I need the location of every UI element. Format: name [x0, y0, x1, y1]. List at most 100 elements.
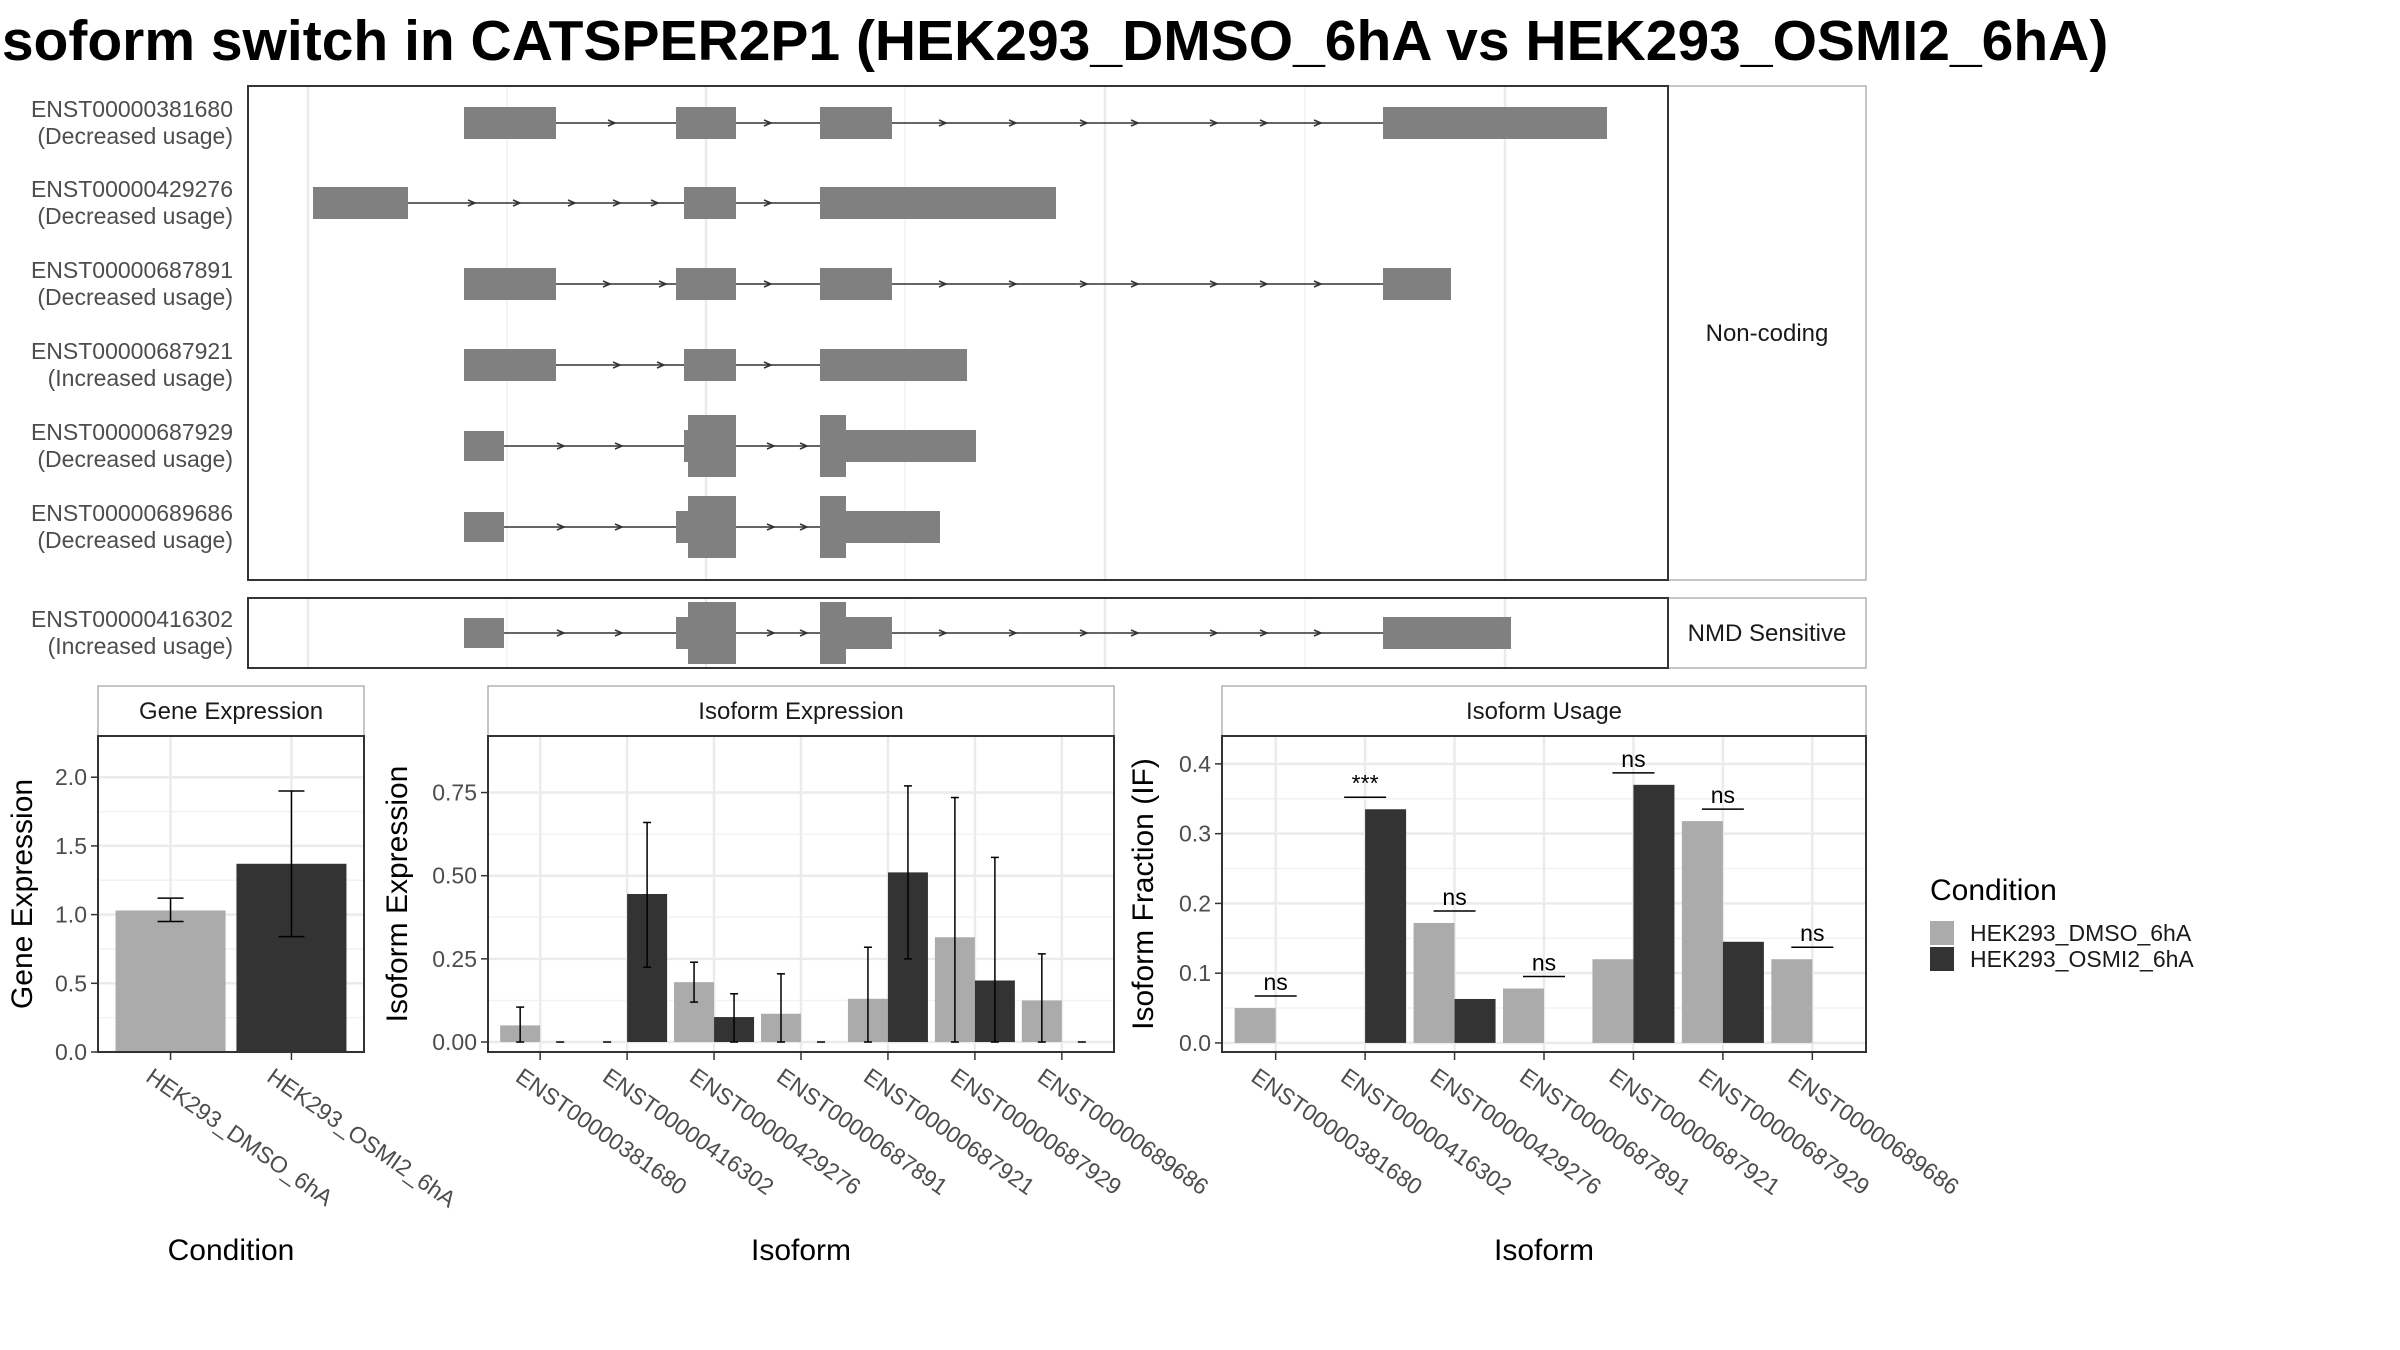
x-axis-title: Condition — [168, 1234, 295, 1267]
strand-arrow — [614, 523, 624, 531]
exon-block — [464, 512, 504, 542]
strand-arrow — [766, 629, 776, 637]
transcript-usage-label: (Decreased usage) — [37, 203, 233, 229]
significance-label: ns — [1711, 782, 1735, 808]
y-tick-label: 1.5 — [55, 833, 87, 859]
strand-arrow — [612, 361, 622, 369]
strand-arrow — [938, 119, 948, 127]
strand-arrow — [1079, 280, 1089, 288]
x-axis-title: Isoform — [1494, 1234, 1594, 1267]
y-tick-label: 0.5 — [55, 970, 87, 996]
exon-block — [1383, 107, 1607, 139]
exon-block — [846, 511, 940, 543]
strand-arrow — [1008, 119, 1018, 127]
transcript-id-label: ENST00000687921 — [31, 338, 233, 364]
exon-block — [820, 602, 846, 664]
exon-block — [688, 415, 736, 477]
transcript-usage-label: (Decreased usage) — [37, 123, 233, 149]
exon-block — [464, 107, 556, 139]
significance-label: ns — [1621, 746, 1645, 772]
strand-arrow — [799, 442, 809, 450]
x-tick-label: HEK293_OSMI2_6hA — [263, 1063, 462, 1213]
facet-strip-label: NMD Sensitive — [1688, 620, 1847, 647]
bar — [1503, 988, 1544, 1043]
exon-block — [820, 349, 967, 381]
strand-arrow — [938, 629, 948, 637]
transcript-id-label: ENST00000687929 — [31, 419, 233, 445]
panel-strip-label: Gene Expression — [139, 698, 323, 725]
exon-block — [820, 268, 892, 300]
transcript-id-label: ENST00000381680 — [31, 96, 233, 122]
transcript-usage-label: (Decreased usage) — [37, 284, 233, 310]
y-tick-label: 0.00 — [432, 1029, 477, 1055]
strand-arrow — [1079, 119, 1089, 127]
panel-strip-label: Isoform Usage — [1466, 698, 1622, 725]
y-tick-label: 0.4 — [1179, 751, 1211, 777]
strand-arrow — [763, 280, 773, 288]
bar — [115, 910, 226, 1052]
strand-arrow — [1209, 629, 1219, 637]
panel-border — [487, 735, 1115, 1053]
strand-arrow — [1079, 629, 1089, 637]
bar — [1365, 809, 1407, 1043]
legend-label: HEK293_DMSO_6hA — [1970, 920, 2192, 946]
facet-strip-label: Non-coding — [1706, 320, 1829, 347]
strand-arrow — [607, 119, 617, 127]
y-tick-label: 0.3 — [1179, 821, 1211, 847]
transcript-id-label: ENST00000689686 — [31, 500, 233, 526]
transcript-usage-label: (Decreased usage) — [37, 446, 233, 472]
strand-arrow — [763, 119, 773, 127]
y-axis-title: Isoform Fraction (IF) — [1127, 758, 1160, 1030]
y-tick-label: 0.0 — [55, 1039, 87, 1065]
panel-strip — [97, 685, 365, 737]
bar — [1234, 1008, 1276, 1043]
legend-swatch — [1930, 921, 1954, 945]
significance-label: *** — [1352, 770, 1379, 796]
strand-arrow — [766, 442, 776, 450]
legend-label: HEK293_OSMI2_6hA — [1970, 946, 2194, 972]
exon-block — [688, 602, 736, 664]
bar — [1413, 922, 1455, 1043]
strand-arrow — [614, 442, 624, 450]
strand-arrow — [512, 199, 522, 207]
significance-label: ns — [1800, 920, 1824, 946]
panel-border — [97, 735, 365, 1053]
exon-block — [464, 349, 556, 381]
exon-block — [820, 496, 846, 558]
transcript-facet-border — [247, 597, 1669, 669]
facet-strip — [1667, 85, 1867, 581]
exon-block — [676, 268, 736, 300]
y-axis-title: Gene Expression — [6, 779, 39, 1009]
strand-arrow — [1130, 629, 1140, 637]
bar — [1681, 821, 1723, 1043]
strand-arrow — [1313, 629, 1323, 637]
y-axis-title: Isoform Expression — [381, 766, 414, 1023]
strand-arrow — [656, 361, 666, 369]
legend-swatch — [1930, 947, 1954, 971]
strand-arrow — [556, 442, 566, 450]
exon-block — [688, 496, 736, 558]
transcript-usage-label: (Increased usage) — [48, 365, 233, 391]
bar — [1633, 784, 1675, 1043]
strand-arrow — [1209, 119, 1219, 127]
strand-arrow — [1313, 280, 1323, 288]
significance-label: ns — [1264, 969, 1288, 995]
strand-arrow — [1313, 119, 1323, 127]
exon-block — [464, 431, 504, 461]
strand-arrow — [614, 629, 624, 637]
y-tick-label: 0.25 — [432, 946, 477, 972]
y-tick-label: 2.0 — [55, 764, 87, 790]
strand-arrow — [763, 361, 773, 369]
exon-block — [820, 187, 1056, 219]
strand-arrow — [1130, 280, 1140, 288]
transcript-usage-label: (Decreased usage) — [37, 527, 233, 553]
exon-block — [676, 511, 690, 543]
exon-block — [846, 430, 976, 462]
exon-block — [676, 107, 736, 139]
strand-arrow — [650, 199, 660, 207]
y-tick-label: 0.2 — [1179, 890, 1211, 916]
exon-block — [820, 415, 846, 477]
